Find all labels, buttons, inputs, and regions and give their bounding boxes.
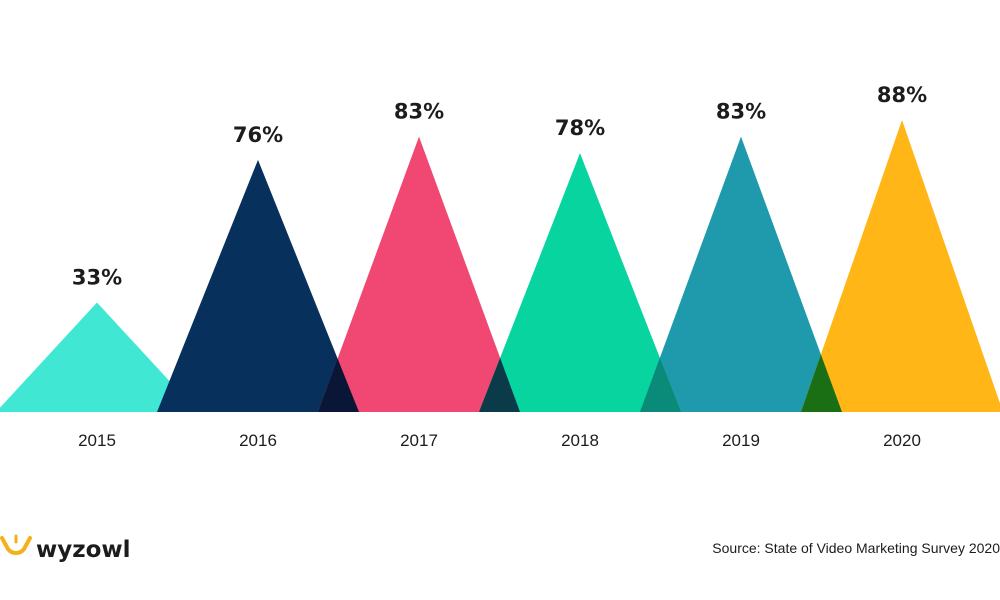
triangle-bar-2016	[157, 159, 359, 412]
triangle-bar-2015	[0, 302, 198, 412]
brand-logo: wyzowl	[0, 530, 131, 570]
value-label-2018: 78%	[555, 116, 605, 140]
overlap-2018-2019	[640, 357, 681, 412]
value-label-2016: 76%	[233, 123, 283, 147]
value-label-2019: 83%	[716, 100, 766, 124]
category-label-2016: 2016	[239, 431, 277, 450]
triangle-bar-2018	[479, 153, 681, 412]
value-label-2020: 88%	[877, 83, 927, 107]
value-label-2015: 33%	[72, 266, 122, 290]
category-label-2015: 2015	[78, 431, 116, 450]
overlap-2019-2020	[801, 354, 842, 412]
overlap-2016-2017	[318, 358, 359, 412]
category-label-2020: 2020	[883, 431, 921, 450]
logo-text: wyzowl	[36, 537, 131, 563]
overlap-2017-2018	[479, 357, 520, 412]
triangle-bar-2020	[801, 120, 1000, 412]
chart: 33% 76% 83% 78% 83% 88% 2015 2016 2017 2018 2019 2…	[0, 83, 1000, 450]
wyzowl-owl-icon	[0, 534, 32, 555]
category-label-2018: 2018	[561, 431, 599, 450]
source-note: Source: State of Video Marketing Survey …	[712, 540, 1000, 556]
triangle-bar-2017	[318, 136, 520, 412]
triangle-bar-2019	[640, 136, 842, 412]
value-label-2017: 83%	[394, 100, 444, 124]
category-label-2019: 2019	[722, 431, 760, 450]
category-label-2017: 2017	[400, 431, 438, 450]
